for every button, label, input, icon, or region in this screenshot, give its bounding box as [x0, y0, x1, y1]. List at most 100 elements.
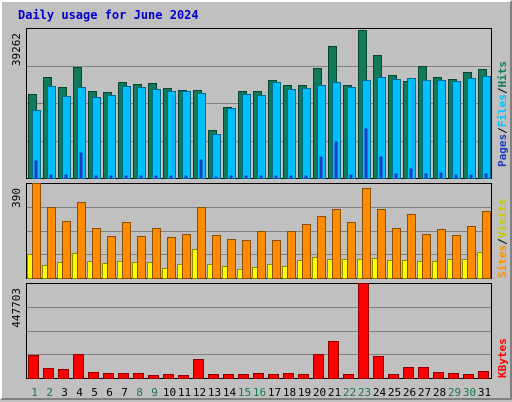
files-bar — [242, 94, 251, 179]
sites-bar — [212, 235, 221, 279]
sites-bar — [122, 222, 131, 279]
sites-bar — [392, 228, 401, 279]
files-bar — [422, 80, 431, 179]
sites-bar — [377, 209, 386, 279]
day-label: 5 — [91, 386, 98, 399]
files-bar — [152, 89, 161, 179]
kbytes-bar — [403, 367, 414, 379]
kbytes-bar — [343, 374, 354, 379]
files-bar — [137, 87, 146, 179]
files-bar — [467, 78, 476, 179]
kbytes-bar — [208, 374, 219, 379]
pages-bar — [319, 156, 323, 179]
pages-bar — [484, 173, 488, 179]
kbytes-bar — [58, 369, 69, 379]
kbytes-bar — [358, 283, 369, 379]
files-bar — [302, 88, 311, 179]
files-bar — [287, 89, 296, 179]
files-bar — [482, 76, 491, 179]
day-label: 20 — [313, 386, 326, 399]
legend-sep: / — [496, 238, 509, 245]
pages-bar — [289, 175, 293, 179]
sites-bar — [92, 228, 101, 279]
files-bar — [227, 108, 236, 179]
pages-bar — [364, 128, 368, 179]
pages-bar — [229, 175, 233, 179]
pages-bar — [124, 175, 128, 179]
kbytes-bar — [163, 374, 174, 379]
sites-bar — [437, 229, 446, 279]
day-label: 12 — [193, 386, 206, 399]
pages-bar — [244, 175, 248, 179]
day-label: 22 — [343, 386, 356, 399]
kbytes-bar — [283, 373, 294, 379]
kbytes-bar — [28, 355, 39, 379]
files-bar — [92, 97, 101, 179]
kbytes-bar — [148, 375, 159, 379]
legend-sep: / — [496, 87, 509, 94]
day-label: 16 — [253, 386, 266, 399]
sites-bar — [167, 237, 176, 279]
day-label: 13 — [208, 386, 221, 399]
legend-kbytes: KBytes — [496, 338, 509, 378]
sites-bar — [137, 236, 146, 279]
y-max-label-hits_files_pages: 39262 — [10, 33, 23, 66]
legend-sep: / — [496, 127, 509, 134]
pages-bar — [304, 175, 308, 179]
sites-bar — [152, 228, 161, 279]
kbytes-bar — [73, 354, 84, 379]
sites-bar — [482, 211, 491, 279]
kbytes-bar — [43, 368, 54, 379]
files-bar — [122, 86, 131, 179]
sites-bar — [407, 214, 416, 279]
pages-bar — [199, 159, 203, 179]
files-bar — [437, 80, 446, 179]
day-label: 30 — [463, 386, 476, 399]
pages-bar — [259, 175, 263, 179]
day-label: 19 — [298, 386, 311, 399]
sites-bar — [302, 224, 311, 279]
files-bar — [407, 78, 416, 179]
day-label: 23 — [358, 386, 371, 399]
day-label: 17 — [268, 386, 281, 399]
sites-bar — [107, 236, 116, 279]
pages-bar — [379, 156, 383, 179]
day-label: 27 — [418, 386, 431, 399]
pages-bar — [139, 175, 143, 179]
day-label: 14 — [223, 386, 237, 399]
day-label: 10 — [163, 386, 176, 399]
day-label: 9 — [151, 386, 158, 399]
pages-bar — [49, 174, 53, 179]
day-label: 4 — [76, 386, 83, 399]
kbytes-bar — [298, 374, 309, 379]
pages-bar — [394, 173, 398, 179]
sites-bar — [227, 239, 236, 279]
sites-bar — [452, 235, 461, 279]
kbytes-bar — [418, 367, 429, 379]
kbytes-bar — [118, 373, 129, 379]
kbytes-bar — [238, 374, 249, 379]
pages-bar — [94, 175, 98, 179]
kbytes-bar — [253, 373, 264, 379]
pages-bar — [34, 160, 38, 179]
day-label: 11 — [178, 386, 191, 399]
day-label: 7 — [121, 386, 128, 399]
legend-visits-sites: Sites/Visits — [496, 199, 509, 279]
sites-bar — [317, 216, 326, 279]
pages-bar — [469, 174, 473, 179]
legend-hits-files-pages: Pages/Files/Hits — [496, 61, 509, 167]
pages-bar — [109, 175, 113, 179]
sites-bar — [47, 207, 56, 279]
sites-bar — [422, 234, 431, 279]
pages-bar — [214, 176, 218, 179]
day-label: 29 — [448, 386, 461, 399]
files-bar — [47, 86, 56, 179]
sites-bar — [272, 240, 281, 279]
pages-bar — [184, 175, 188, 179]
kbytes-bar — [223, 374, 234, 379]
y-max-label-visits_sites: 390 — [10, 188, 23, 208]
kbytes-bar — [313, 354, 324, 379]
kbytes-bar — [388, 374, 399, 379]
